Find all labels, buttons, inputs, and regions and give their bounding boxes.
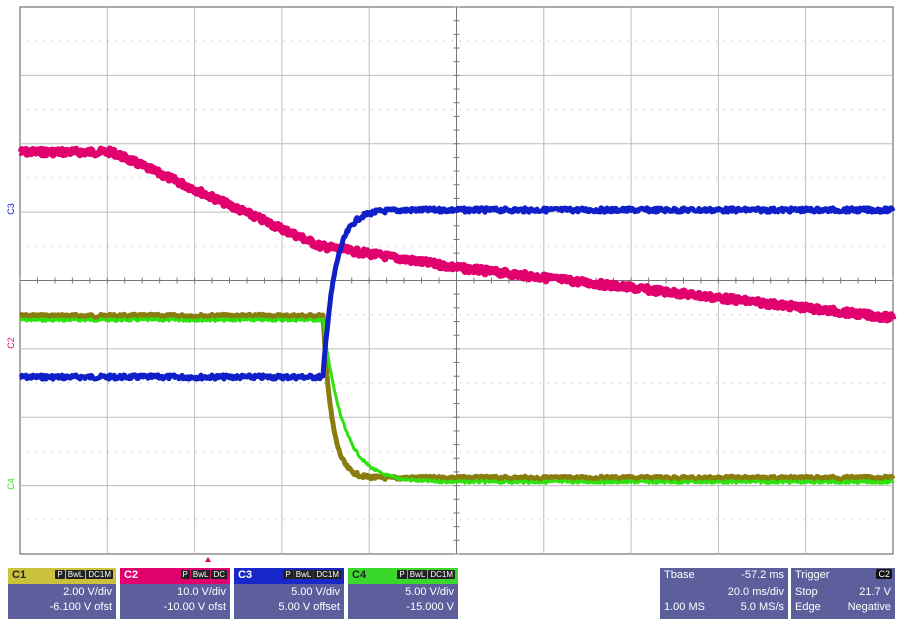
- channel-header-c3: C3 P BwL DC1M: [234, 568, 344, 584]
- timebase-label: Tbase: [664, 569, 695, 581]
- timebase-delay: -57.2 ms: [741, 569, 784, 581]
- channel-header-c2: C2 P BwL DC: [120, 568, 230, 584]
- memory-depth: 1.00 MS: [664, 601, 705, 613]
- channel-header-c4: C4 P BwL DC1M: [348, 568, 458, 584]
- trigger-panel[interactable]: Trigger C2 Stop 21.7 V Edge Negative: [791, 568, 895, 619]
- trigger-channel: C2: [876, 569, 892, 579]
- channel-offset: 5.00 V offset: [278, 601, 340, 613]
- tag-bandwidth: BwL: [190, 570, 211, 579]
- channel-header-c1: C1 P BwL DC1M: [8, 568, 116, 584]
- channel-tags: P BwL DC1M: [54, 570, 113, 579]
- trigger-position-marker-icon: [205, 557, 211, 562]
- channel-tags: P BwL DC1M: [282, 570, 341, 579]
- trigger-slope: Negative: [847, 601, 891, 613]
- channel-name: C1: [12, 569, 27, 581]
- channel-offset: -15.000 V: [406, 601, 454, 613]
- trace-label-c3: C3: [6, 203, 16, 215]
- tag-coupling: DC: [211, 570, 227, 579]
- channel-panel-c3[interactable]: C3 P BwL DC1M 5.00 V/div 5.00 V offset: [234, 568, 344, 619]
- trace-c3: [18, 205, 896, 382]
- volts-per-div: 5.00 V/div: [291, 586, 340, 598]
- trace-label-c2: C2: [6, 337, 16, 349]
- timebase-header: Tbase -57.2 ms: [660, 568, 788, 584]
- tag-probe: P: [283, 570, 293, 579]
- trigger-label: Trigger: [795, 569, 830, 581]
- channel-name: C2: [124, 569, 139, 581]
- channel-tags: P BwL DC1M: [396, 570, 455, 579]
- channel-name: C4: [352, 569, 367, 581]
- trigger-header: Trigger C2: [791, 568, 895, 584]
- trace-label-c4: C4: [6, 478, 16, 490]
- trigger-level: 21.7 V: [859, 586, 891, 598]
- channel-offset: -10.00 V ofst: [163, 601, 226, 613]
- trigger-type: Edge: [795, 601, 821, 613]
- tag-probe: P: [55, 570, 65, 579]
- tag-bandwidth: BwL: [293, 570, 314, 579]
- waveform-traces: [17, 145, 897, 485]
- tag-coupling: DC1M: [314, 570, 341, 579]
- sample-rate: 5.0 MS/s: [740, 601, 784, 613]
- tag-coupling: DC1M: [86, 570, 113, 579]
- channel-panel-c1[interactable]: C1 P BwL DC1M 2.00 V/div -6.100 V ofst: [8, 568, 116, 619]
- trace-c2: [17, 145, 897, 324]
- trigger-mode: Stop: [795, 586, 818, 598]
- volts-per-div: 5.00 V/div: [405, 586, 454, 598]
- timebase-panel[interactable]: Tbase -57.2 ms 20.0 ms/div 1.00 MS 5.0 M…: [660, 568, 788, 619]
- channel-panel-c2[interactable]: C2 P BwL DC 10.0 V/div -10.00 V ofst: [120, 568, 230, 619]
- channel-panel-c4[interactable]: C4 P BwL DC1M 5.00 V/div -15.000 V: [348, 568, 458, 619]
- tag-bandwidth: BwL: [407, 570, 428, 579]
- volts-per-div: 2.00 V/div: [63, 586, 112, 598]
- volts-per-div: 10.0 V/div: [177, 586, 226, 598]
- trace-c4: [19, 317, 895, 485]
- trace-c1: [18, 311, 896, 483]
- channel-name: C3: [238, 569, 253, 581]
- channel-offset: -6.100 V ofst: [49, 601, 112, 613]
- tag-coupling: DC1M: [428, 570, 455, 579]
- tag-probe: P: [397, 570, 407, 579]
- tag-bandwidth: BwL: [65, 570, 86, 579]
- graticule-grid: [19, 6, 894, 555]
- channel-tags: P BwL DC: [180, 570, 227, 579]
- tag-probe: P: [180, 570, 190, 579]
- time-per-div: 20.0 ms/div: [727, 586, 784, 598]
